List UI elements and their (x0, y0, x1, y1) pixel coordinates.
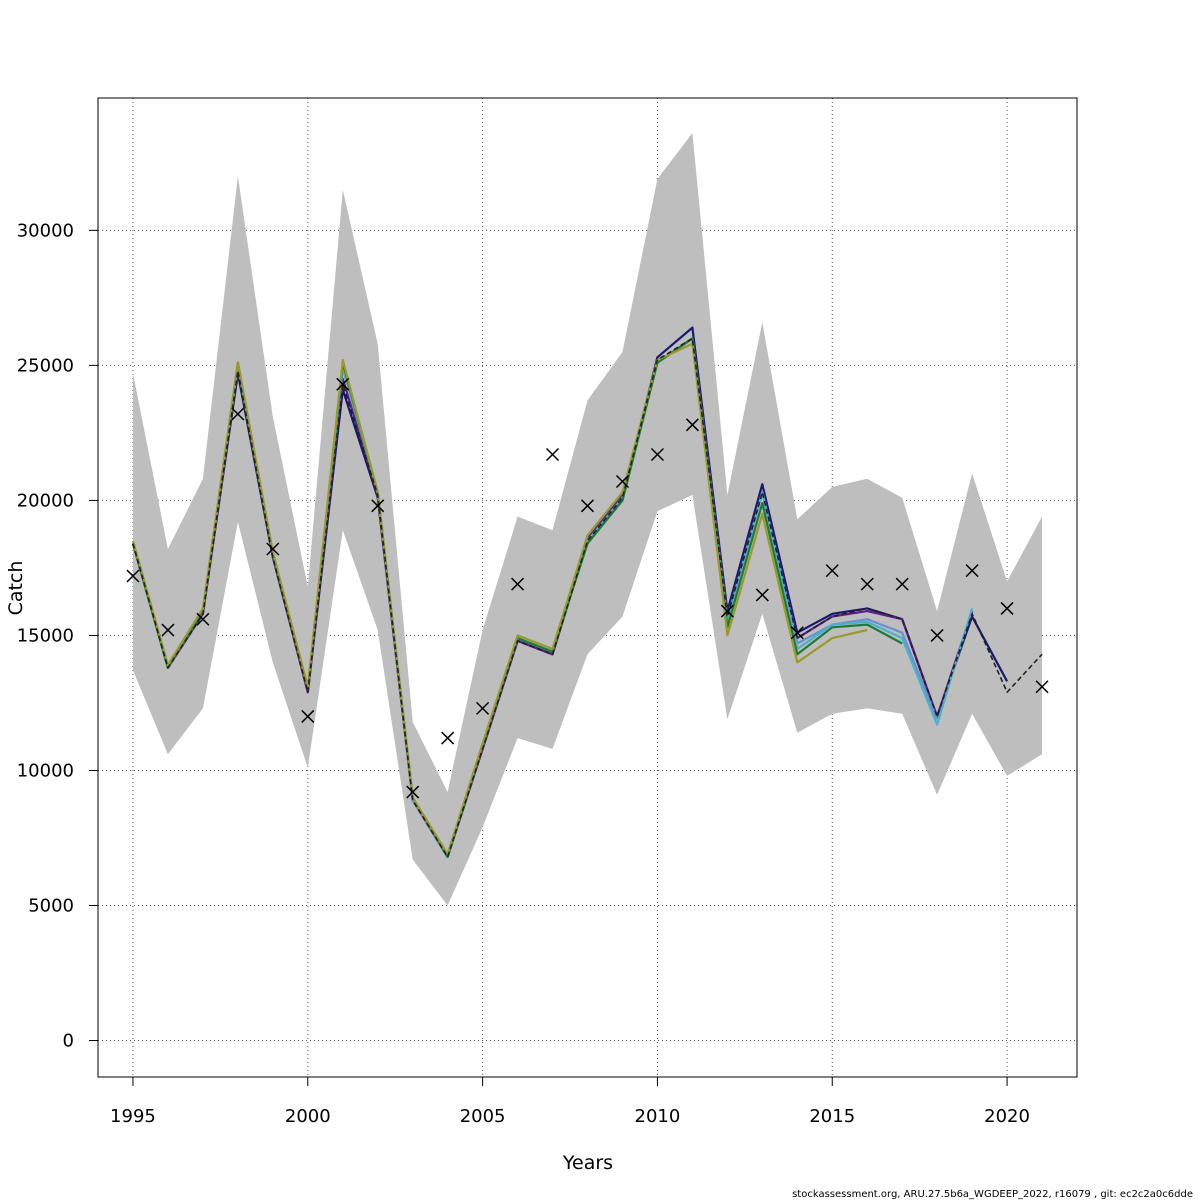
observed-point (231, 407, 245, 421)
series-line (132, 337, 1043, 858)
observed-point (301, 709, 315, 723)
y-axis: 0 5000 10000 15000 20000 25000 30000 (17, 220, 98, 1052)
y-tick-label: 30000 (17, 220, 74, 241)
series-lines (131, 326, 1043, 859)
observed-point (441, 731, 455, 745)
x-tick-label: 2010 (635, 1106, 681, 1127)
observed-point (790, 626, 804, 640)
observed-point (685, 418, 699, 432)
observed-point (755, 588, 769, 602)
y-axis-title: Catch (5, 561, 27, 616)
observed-point (266, 542, 280, 556)
observed-point (615, 474, 629, 489)
x-tick-label: 2020 (984, 1106, 1030, 1127)
observed-point (196, 612, 210, 626)
observed-point (546, 447, 560, 462)
observed-point (161, 623, 175, 637)
confidence-band (133, 133, 1042, 906)
x-tick-label: 2005 (460, 1106, 506, 1127)
observed-point (126, 569, 140, 583)
y-tick-label: 20000 (17, 490, 74, 511)
observed-point (371, 499, 385, 513)
observed-point (720, 604, 734, 618)
observed-point (336, 377, 350, 391)
observed-points (126, 377, 1049, 799)
series-line (131, 342, 868, 856)
y-tick-label: 15000 (17, 625, 74, 646)
observed-point (965, 564, 979, 578)
y-tick-label: 25000 (17, 355, 74, 376)
observed-point (406, 785, 420, 799)
observed-point (1035, 680, 1049, 694)
observed-point (895, 577, 909, 591)
x-axis: 1995 2000 2005 2010 2015 2020 (110, 1077, 1030, 1127)
observed-point (860, 577, 874, 591)
observed-point (930, 628, 944, 642)
plot-frame (97, 97, 1078, 1078)
confidence-band-area (133, 133, 1042, 906)
x-axis-title: Years (562, 1152, 613, 1174)
observed-point (511, 577, 525, 591)
y-tick-label: 0 (63, 1031, 74, 1052)
observed-point (1000, 601, 1014, 615)
x-tick-label: 1995 (110, 1106, 156, 1127)
x-tick-label: 2015 (809, 1106, 855, 1127)
observed-point (476, 701, 490, 715)
observed-point (650, 447, 664, 462)
y-tick-label: 5000 (28, 896, 74, 917)
observed-point (825, 564, 839, 578)
footer-credit: stockassessment.org, ARU.27.5b6a_WGDEEP_… (792, 1189, 1193, 1200)
y-tick-label: 10000 (17, 760, 74, 781)
observed-point (580, 499, 595, 513)
x-tick-label: 2000 (285, 1106, 331, 1127)
